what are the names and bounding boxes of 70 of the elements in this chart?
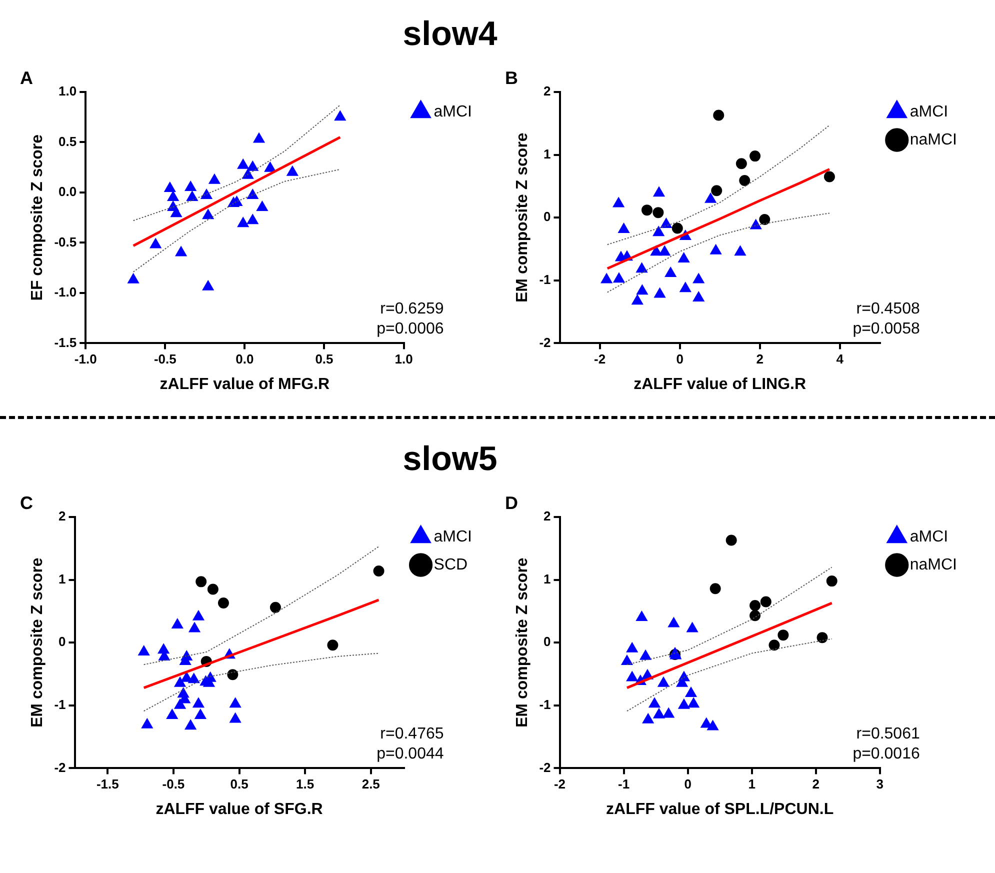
x-tick-label: 0.5	[230, 776, 248, 792]
annotation: p=0.0044	[376, 746, 444, 763]
annotation: p=0.0016	[852, 746, 920, 763]
x-axis-title: zALFF value of MFG.R	[160, 376, 330, 393]
legend-label: naMCI	[910, 131, 957, 148]
y-tick-label: 2	[544, 508, 551, 524]
y-tick-label: 0.5	[58, 134, 77, 149]
x-tick-label: 0	[676, 352, 684, 367]
x-tick-label: 4	[836, 352, 844, 367]
y-tick-label: 2	[58, 508, 66, 524]
y-tick-label: 2	[544, 84, 551, 99]
x-tick-label: 0.5	[315, 352, 334, 367]
y-tick-label: 1	[58, 571, 66, 586]
y-tick-label: -2	[539, 334, 551, 350]
legend-label: aMCI	[434, 103, 472, 120]
annotation: p=0.0006	[376, 320, 444, 338]
y-tick-label: -1	[539, 272, 551, 287]
y-tick-label: 0	[544, 634, 551, 650]
annotation: r=0.6259	[380, 300, 444, 318]
chart-subtitle: B	[505, 68, 518, 89]
y-tick-label: 0.0	[58, 184, 77, 200]
x-tick-label: 2	[756, 352, 764, 367]
y-tick-label: -0.5	[54, 234, 77, 250]
y-axis-title: EM composite Z score	[29, 558, 46, 728]
x-tick-label: 2	[812, 776, 820, 792]
chart-subtitle: C	[20, 493, 33, 514]
x-tick-label: -2	[554, 776, 566, 792]
x-tick-label: -0.5	[162, 776, 185, 792]
y-axis-title: EM composite Z score	[514, 558, 532, 728]
y-tick-label: -2	[54, 760, 66, 775]
legend-label: aMCI	[434, 528, 472, 546]
x-tick-label: 1	[748, 776, 756, 792]
x-tick-label: -1.0	[74, 352, 97, 367]
legend-label: SCD	[434, 556, 468, 574]
chart-subtitle: A	[20, 68, 33, 89]
x-tick-label: 2.5	[362, 776, 380, 792]
chart-subtitle: D	[505, 493, 518, 514]
annotation: r=0.4508	[856, 300, 920, 318]
y-tick-label: -1.5	[54, 334, 77, 350]
y-axis-title: EM composite Z score	[514, 132, 532, 303]
y-tick-label: -1.0	[54, 284, 77, 300]
x-tick-label: -1	[618, 776, 630, 792]
legend-label: naMCI	[910, 556, 957, 574]
legend-label: aMCI	[910, 528, 948, 546]
x-tick-label: 1.5	[296, 776, 314, 792]
chart-title: slow5	[402, 439, 498, 480]
y-tick-label: 0	[58, 634, 66, 650]
annotation: r=0.4765	[380, 726, 444, 743]
y-tick-label: 1	[544, 146, 551, 162]
y-tick-label: 0	[544, 209, 551, 224]
x-axis-title: zALFF value of SPL.L/PCUN.L	[606, 800, 834, 818]
y-tick-label: 1	[544, 571, 551, 586]
x-tick-label: -0.5	[154, 352, 176, 367]
x-tick-label: -2	[594, 352, 606, 367]
x-tick-label: 3	[876, 776, 884, 792]
annotation: r=0.5061	[856, 726, 920, 743]
x-tick-label: 1.0	[394, 352, 413, 367]
x-tick-label: 0.0	[236, 352, 254, 367]
y-tick-label: 1.0	[58, 84, 77, 99]
x-axis-title: zALFF value of LING.R	[634, 376, 806, 393]
y-tick-label: -1	[539, 696, 551, 712]
annotation: p=0.0058	[852, 320, 920, 338]
y-axis-title: EF composite Z score	[29, 134, 46, 301]
legend-label: aMCI	[910, 103, 948, 120]
x-tick-label: 0	[684, 776, 692, 792]
y-tick-label: -1	[54, 696, 66, 712]
y-tick-label: -2	[539, 760, 551, 775]
x-tick-label: -1.5	[96, 776, 119, 792]
x-axis-title: zALFF value of SFG.R	[156, 800, 324, 818]
chart-title: slow4	[402, 14, 498, 55]
